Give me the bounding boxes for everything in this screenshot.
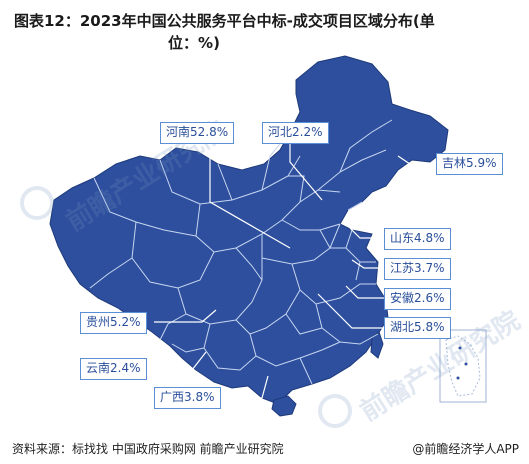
leader-lines — [154, 136, 436, 399]
region-value: 2.2% — [292, 125, 323, 139]
region-label-guangxi: 广西3.8% — [154, 387, 221, 409]
source-note: 资料来源：标找找 中国政府采购网 前瞻产业研究院 — [12, 442, 284, 456]
region-label-anhui: 安徽2.6% — [384, 288, 451, 310]
south-sea-inset — [439, 329, 487, 403]
region-value: 4.8% — [414, 231, 445, 245]
region-label-jiangsu: 江苏3.7% — [384, 258, 451, 280]
region-label-yunnan: 云南2.4% — [80, 358, 147, 380]
province-borders — [89, 119, 393, 385]
region-value: 2.6% — [414, 291, 445, 305]
region-name: 江苏 — [390, 261, 415, 275]
hainan-island — [271, 395, 297, 417]
region-value: 2.4% — [110, 361, 141, 375]
map-svg — [49, 55, 487, 417]
region-value: 3.7% — [414, 261, 445, 275]
region-name: 湖北 — [390, 320, 415, 334]
region-label-henan: 河南52.8% — [160, 122, 235, 144]
region-name: 安徽 — [390, 291, 415, 305]
watermark-logo — [20, 186, 54, 220]
region-value: 3.8% — [184, 390, 215, 404]
region-name: 河南 — [166, 125, 191, 139]
watermark-logo — [318, 394, 352, 428]
chart-title: 图表12：2023年中国公共服务平台中标-成交项目区域分布(单 位：%) — [14, 10, 484, 54]
region-value: 5.8% — [414, 320, 445, 334]
footer: 资料来源：标找找 中国政府采购网 前瞻产业研究院 @前瞻经济学人APP — [0, 432, 529, 464]
title-line-2: 位：%) — [168, 34, 220, 52]
region-value: 5.9% — [466, 156, 497, 170]
taiwan-island — [370, 331, 384, 359]
region-label-shandong: 山东4.8% — [384, 228, 451, 250]
brand-credit: @前瞻经济学人APP — [412, 442, 519, 456]
region-label-guizhou: 贵州5.2% — [80, 312, 147, 334]
region-name: 贵州 — [86, 315, 111, 329]
region-label-jilin: 吉林5.9% — [436, 153, 503, 175]
region-value: 52.8% — [190, 125, 229, 139]
region-name: 吉林 — [442, 156, 467, 170]
region-name: 河北 — [268, 125, 293, 139]
region-name: 山东 — [390, 231, 415, 245]
region-value: 5.2% — [110, 315, 141, 329]
region-label-hebei: 河北2.2% — [262, 122, 329, 144]
region-label-hubei: 湖北5.8% — [384, 317, 451, 339]
region-name: 云南 — [86, 361, 111, 375]
region-name: 广西 — [160, 390, 185, 404]
title-line-1: 图表12：2023年中国公共服务平台中标-成交项目区域分布(单 — [14, 12, 435, 30]
china-map — [0, 52, 529, 432]
